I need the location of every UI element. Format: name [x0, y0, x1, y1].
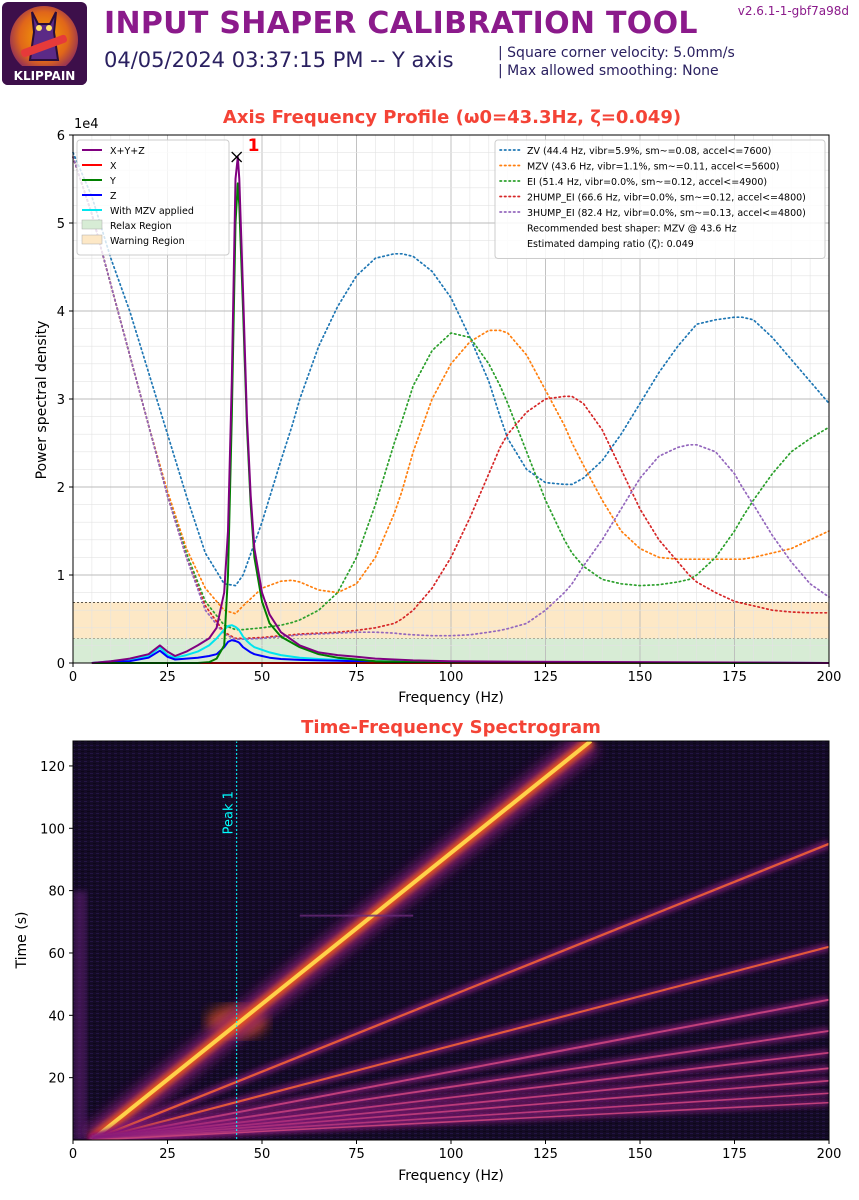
psd-axes: 0 25 50 75 100 125 150 175 200 0 1 2 3 4 5 6 [57, 129, 842, 685]
x-tick-label: 25 [159, 1147, 176, 1162]
y-tick-label: 0 [57, 657, 65, 672]
legend-label-2: Y [109, 176, 116, 187]
x-tick-label: 0 [69, 670, 77, 685]
x-tick-label: 50 [254, 1147, 271, 1162]
y-tick-label: 4 [57, 305, 65, 320]
logo-text: KLIPPAIN [14, 69, 76, 83]
shaper-legend-label-6: Estimated damping ratio (ζ): 0.049 [527, 239, 694, 250]
calibration-params: | Square corner velocity: 5.0mm/s | Max … [498, 44, 735, 80]
psd-legend-left: X+Y+Z XYZ With MZV applied Relax Region Warn… [76, 139, 230, 256]
psd-y-exponent: 1e4 [74, 117, 99, 132]
x-tick-label: 125 [533, 670, 558, 685]
peak-label: 1 [248, 136, 260, 156]
x-tick-label: 75 [348, 670, 365, 685]
ridge-core-1 [91, 842, 829, 1140]
shaper-legend: ZV (44.4 Hz, vibr=5.9%, sm~=0.08, accel<… [494, 139, 826, 259]
peak-line-label: Peak 1 [222, 791, 237, 834]
legend-left-box [76, 139, 230, 256]
x-tick-label: 100 [439, 1147, 464, 1162]
x-tick-label: 125 [533, 1147, 558, 1162]
x-tick-label: 200 [817, 670, 842, 685]
y-tick-label: 100 [40, 822, 65, 837]
x-tick-label: 0 [69, 1147, 77, 1162]
y-tick-label: 60 [48, 947, 65, 962]
legend-label-4: With MZV applied [110, 206, 194, 217]
spectrogram-ridges [73, 741, 829, 1140]
y-tick-label: 120 [40, 760, 65, 775]
shaper-curve-ei [72, 156, 830, 631]
x-tick-label: 200 [817, 1147, 842, 1162]
shaper-curve-3hump-ei [72, 156, 830, 641]
psd-peak: 1 [231, 136, 260, 163]
x-tick-label: 175 [722, 670, 747, 685]
ridge-core-3 [91, 998, 829, 1140]
klippain-logo: KLIPPAIN [2, 2, 87, 85]
x-tick-label: 150 [628, 1147, 653, 1162]
psd-series-3 [91, 639, 830, 664]
datetime-axis: 04/05/2024 03:37:15 PM -- Y axis [104, 48, 454, 72]
ridge-core-9 [91, 1101, 829, 1140]
param-line-scv: | Square corner velocity: 5.0mm/s [498, 45, 735, 61]
shaper-legend-label-2: EI (51.4 Hz, vibr=0.0%, sm~=0.12, accel<… [527, 177, 767, 188]
y-tick-label: 40 [48, 1009, 65, 1024]
psd-ylabel: Power spectral density [34, 321, 50, 480]
x-tick-label: 25 [159, 670, 176, 685]
version-label: v2.6.1-1-gbf7a98d [737, 4, 849, 18]
spectrogram-chart: Time-Frequency Spectrogram Peak 1 0 25 50 7… [14, 717, 841, 1184]
shaper-legend-label-3: 2HUMP_EI (66.6 Hz, vibr=0.0%, sm~=0.12, … [527, 193, 806, 204]
param-line-smoothing: | Max allowed smoothing: None [498, 63, 719, 79]
ridge-core-4 [91, 1029, 829, 1140]
spectrogram-low-band [73, 891, 87, 1140]
psd-chart-title: Axis Frequency Profile (ω0=43.3Hz, ζ=0.0… [223, 107, 681, 128]
shaper-legend-label-1: MZV (43.6 Hz, vibr=1.1%, sm~=0.11, accel… [527, 162, 779, 173]
legend-region-swatch-0 [81, 219, 103, 230]
shaper-curves [72, 151, 830, 641]
spectrogram-title: Time-Frequency Spectrogram [301, 717, 601, 738]
legend-label-3: Z [110, 191, 117, 202]
y-tick-label: 1 [57, 569, 65, 584]
psd-xlabel: Frequency (Hz) [398, 690, 504, 705]
ridge-core-0 [90, 741, 593, 1140]
ridge-core-2 [91, 945, 829, 1140]
y-tick-label: 5 [57, 217, 65, 232]
spectrogram-xlabel: Frequency (Hz) [398, 1168, 504, 1184]
shaper-curve-zv [72, 151, 830, 587]
x-tick-label: 50 [254, 670, 271, 685]
y-tick-label: 80 [48, 885, 65, 900]
page-title: INPUT SHAPER CALIBRATION TOOL [104, 6, 698, 41]
shaper-curve-2hump-ei [72, 156, 830, 640]
psd-chart: Axis Frequency Profile (ω0=43.3Hz, ζ=0.0… [34, 107, 842, 705]
y-tick-label: 6 [57, 129, 65, 144]
spectrogram-ylabel: Time (s) [14, 912, 30, 970]
psd-series-0 [91, 156, 830, 664]
legend-region-label-1: Warning Region [110, 236, 185, 247]
legend-label-1: X [110, 161, 117, 172]
y-tick-label: 20 [48, 1072, 65, 1087]
peak-marker [231, 151, 243, 163]
shaper-legend-label-0: ZV (44.4 Hz, vibr=5.9%, sm~=0.08, accel<… [527, 146, 771, 157]
legend-region-label-0: Relax Region [110, 221, 172, 232]
shaper-legend-label-4: 3HUMP_EI (82.4 Hz, vibr=0.0%, sm~=0.13, … [527, 208, 806, 219]
legend-right-box [494, 139, 826, 259]
shaper-legend-label-5: Recommended best shaper: MZV @ 43.6 Hz [527, 224, 737, 235]
y-tick-label: 2 [57, 481, 65, 496]
spectrogram-axes: 0 25 50 75 100 125 150 175 200 20 40 60 80 100 120 [40, 760, 841, 1162]
shaper-curve-mzv [72, 156, 830, 615]
x-tick-label: 75 [348, 1147, 365, 1162]
x-tick-label: 100 [439, 670, 464, 685]
x-tick-label: 150 [628, 670, 653, 685]
y-tick-label: 3 [57, 393, 65, 408]
spectrogram-peak: Peak 1 [222, 741, 238, 1140]
x-tick-label: 175 [722, 1147, 747, 1162]
legend-label-0: X+Y+Z [110, 146, 145, 157]
legend-region-swatch-1 [81, 234, 103, 245]
